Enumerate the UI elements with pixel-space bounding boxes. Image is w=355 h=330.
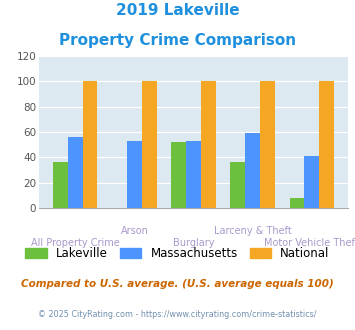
Bar [304, 156, 319, 208]
Bar [186, 141, 201, 208]
Text: Larceny & Theft: Larceny & Theft [214, 226, 291, 236]
Text: All Property Crime: All Property Crime [31, 239, 120, 248]
Legend: Lakeville, Massachusetts, National: Lakeville, Massachusetts, National [22, 244, 333, 264]
Text: © 2025 CityRating.com - https://www.cityrating.com/crime-statistics/: © 2025 CityRating.com - https://www.city… [38, 310, 317, 319]
Bar [83, 82, 97, 208]
Text: Burglary: Burglary [173, 239, 214, 248]
Bar [290, 198, 304, 208]
Text: Property Crime Comparison: Property Crime Comparison [59, 33, 296, 48]
Text: 2019 Lakeville: 2019 Lakeville [116, 3, 239, 18]
Bar [245, 133, 260, 208]
Bar [260, 82, 275, 208]
Bar [201, 82, 215, 208]
Text: Arson: Arson [120, 226, 148, 236]
Text: Motor Vehicle Theft: Motor Vehicle Theft [264, 239, 355, 248]
Bar [68, 137, 83, 208]
Text: Compared to U.S. average. (U.S. average equals 100): Compared to U.S. average. (U.S. average … [21, 279, 334, 289]
Bar [127, 141, 142, 208]
Bar [230, 162, 245, 208]
Bar [53, 162, 68, 208]
Bar [142, 82, 157, 208]
Bar [319, 82, 334, 208]
Bar [171, 142, 186, 208]
